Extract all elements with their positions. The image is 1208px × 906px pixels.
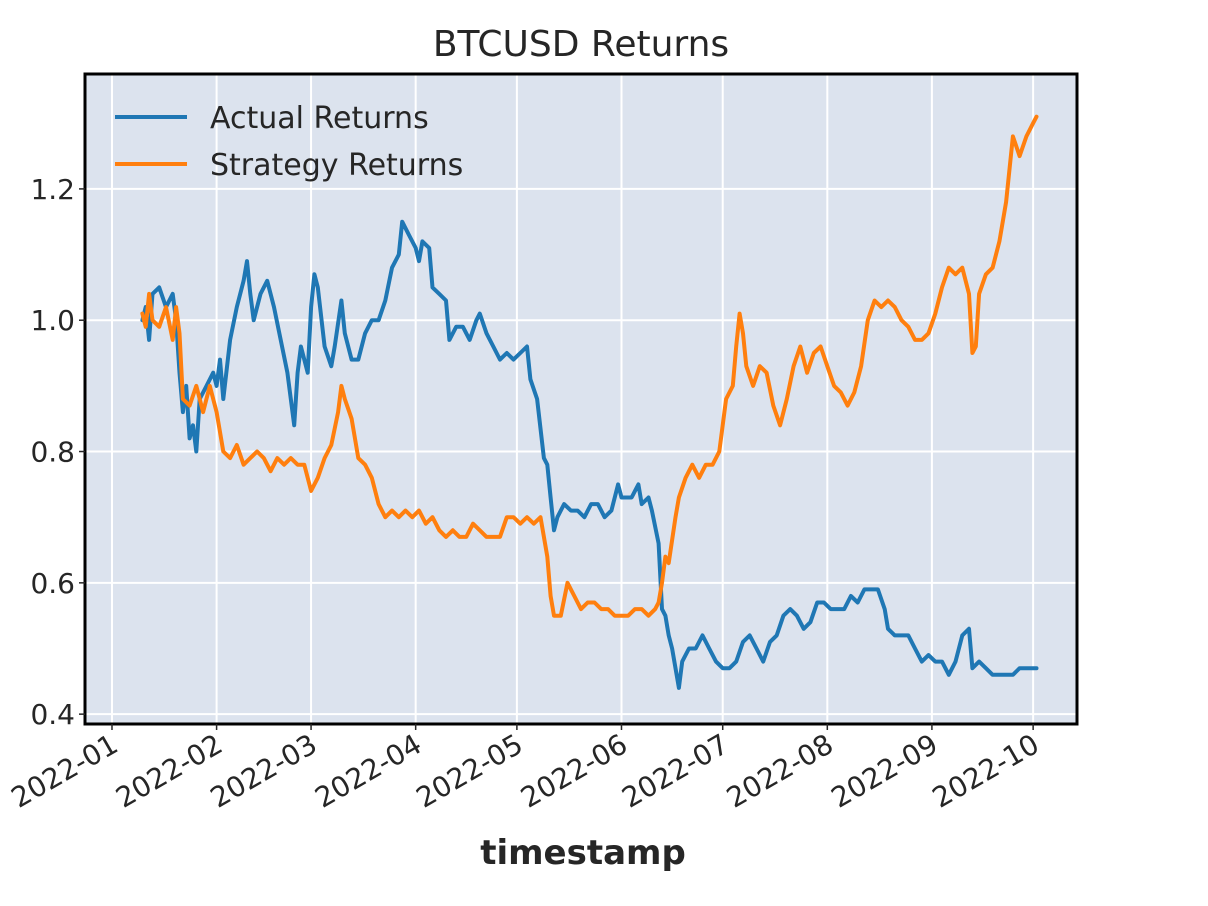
y-tick-label: 1.2: [30, 173, 75, 206]
y-axis-ticks: 0.4 0.6 0.8 1.0 1.2: [30, 173, 85, 731]
y-tick-label: 0.8: [30, 436, 75, 469]
y-tick-label: 0.6: [30, 567, 75, 600]
x-tick-label: 2022-06: [515, 727, 633, 814]
legend: Actual Returns Strategy Returns: [115, 101, 463, 183]
x-tick-label: 2022-04: [309, 727, 427, 814]
x-axis-ticks: 2022-012022-022022-032022-042022-052022-…: [6, 724, 1045, 815]
x-gridlines: [110, 74, 1035, 724]
y-gridlines: [85, 187, 1077, 716]
series-layer: [140, 114, 1039, 690]
y-tick-label: 0.4: [30, 698, 75, 731]
series-line-strategy-returns: [140, 114, 1039, 618]
x-tick-label: 2022-08: [721, 727, 839, 814]
x-axis-label: timestamp: [480, 833, 686, 873]
x-tick-label: 2022-01: [6, 727, 124, 814]
x-tick-label: 2022-10: [927, 727, 1045, 814]
x-tick-label: 2022-05: [411, 727, 529, 814]
x-tick-label: 2022-03: [205, 727, 323, 814]
x-tick-label: 2022-02: [110, 727, 228, 814]
chart-title: BTCUSD Returns: [433, 24, 729, 65]
legend-label-actual-returns: Actual Returns: [210, 101, 429, 136]
x-tick-label: 2022-07: [616, 727, 734, 814]
legend-label-strategy-returns: Strategy Returns: [210, 148, 463, 183]
y-tick-label: 1.0: [30, 304, 75, 337]
series-line-actual-returns: [140, 219, 1039, 690]
x-tick-label: 2022-09: [826, 727, 944, 814]
plot-frame: [83, 72, 1079, 726]
plot-background: [85, 74, 1077, 724]
